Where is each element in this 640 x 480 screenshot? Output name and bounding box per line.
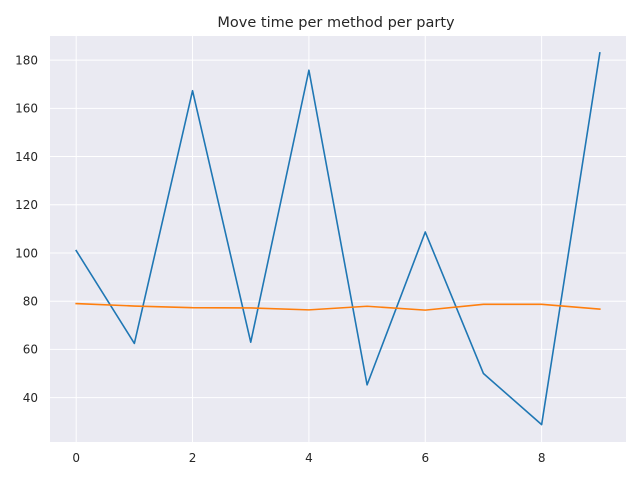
- series-line-2: [75, 302, 601, 311]
- series-line-1: [75, 51, 601, 426]
- y-axis: 40 60 80 100 120 140 160 180: [15, 53, 38, 405]
- x-tick-label: 8: [538, 451, 546, 465]
- y-tick-label: 140: [15, 150, 38, 164]
- y-tick-label: 80: [23, 295, 38, 309]
- chart-title: Move time per method per party: [217, 15, 455, 31]
- y-gridlines: [50, 59, 626, 399]
- x-tick-label: 4: [305, 451, 313, 465]
- y-tick-label: 160: [15, 102, 38, 116]
- x-tick-label: 2: [189, 451, 197, 465]
- y-tick-label: 100: [15, 246, 38, 260]
- plot-area: [50, 36, 626, 442]
- x-tick-label: 0: [72, 451, 80, 465]
- y-tick-label: 60: [23, 343, 38, 357]
- y-tick-label: 120: [15, 198, 38, 212]
- x-tick-label: 6: [421, 451, 429, 465]
- y-tick-label: 180: [15, 53, 38, 67]
- x-gridlines: [75, 36, 543, 442]
- series-layer: [75, 51, 601, 426]
- y-tick-label: 40: [23, 391, 38, 405]
- x-axis: 0 2 4 6 8: [72, 451, 545, 465]
